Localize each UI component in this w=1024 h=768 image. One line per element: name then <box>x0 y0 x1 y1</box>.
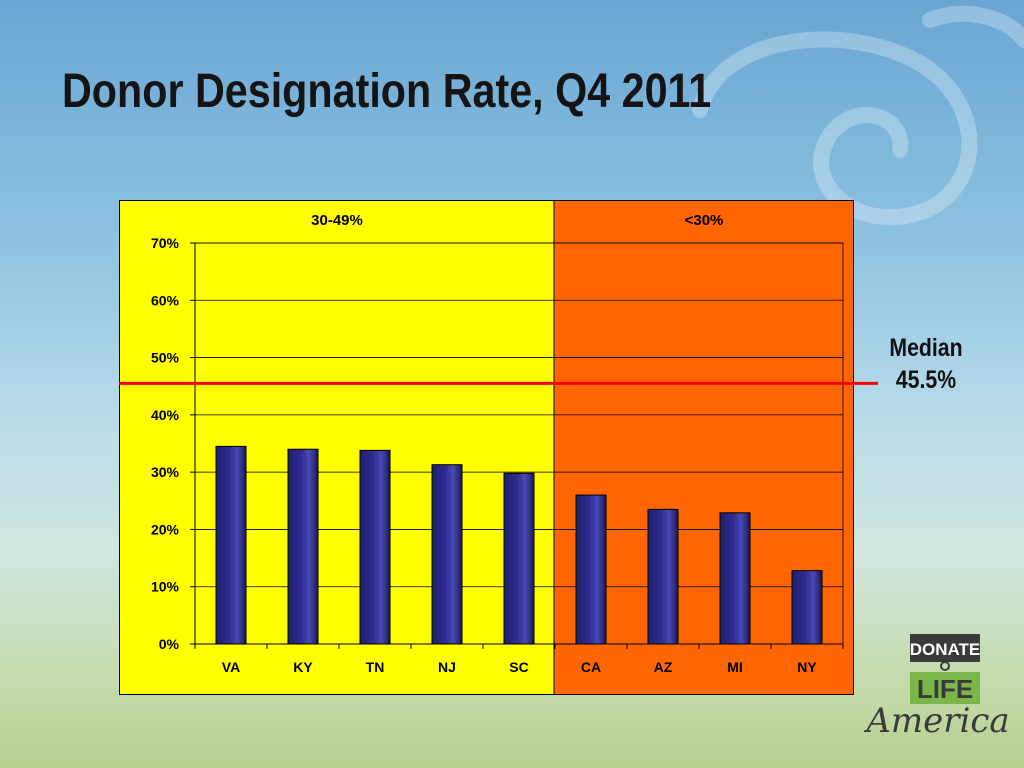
y-tick-label: 30% <box>151 464 180 480</box>
median-label-title: Median <box>889 334 963 362</box>
y-tick-label: 60% <box>151 292 180 308</box>
band-label-under-30: <30% <box>685 212 724 229</box>
median-label-value: 45.5% <box>895 366 957 394</box>
logo-donate-text: DONATE <box>910 640 981 659</box>
bar-ca <box>575 494 607 645</box>
x-tick-label-nj: NJ <box>438 659 456 675</box>
x-tick-label-ca: CA <box>581 659 601 675</box>
bar-nj <box>431 464 463 645</box>
bar-chart: 30-49% <30% 0% 10% 20% 30% 40% 50% 60% 70% VA KY… <box>119 200 854 695</box>
logo-america-text: America <box>863 701 1008 741</box>
logo-swirl-icon <box>940 661 950 671</box>
chart-border <box>119 200 854 695</box>
logo-life-text: LIFE <box>917 674 973 704</box>
x-tick-label-va: VA <box>222 659 240 675</box>
logo-life-box <box>910 672 980 704</box>
donate-life-america-logo: DONATE LIFE America <box>863 634 1008 741</box>
x-tick-label-tn: TN <box>366 659 385 675</box>
y-tick-label: 70% <box>151 235 180 251</box>
bar-tn <box>359 449 391 645</box>
bar-mi <box>719 512 751 645</box>
slide-title: Donor Designation Rate, Q4 2011 <box>62 65 712 118</box>
y-tick-label: 40% <box>151 407 180 423</box>
bar-ny <box>791 570 823 645</box>
bar-va <box>215 445 247 645</box>
band-label-30-49: 30-49% <box>311 212 363 229</box>
x-tick-label-sc: SC <box>509 659 528 675</box>
x-tick-label-ny: NY <box>797 659 817 675</box>
y-axis-ticks: 0% 10% 20% 30% 40% 50% 60% 70% <box>151 235 195 652</box>
logo-donate-box <box>910 634 980 662</box>
bar-ky <box>287 448 319 645</box>
bar-sc <box>503 472 535 645</box>
y-tick-label: 20% <box>151 521 180 537</box>
median-label: Median 45.5% <box>884 332 969 396</box>
y-tick-label: 0% <box>159 636 180 652</box>
x-axis-ticks: VA KY TN NJ SC CA AZ MI NY <box>194 644 844 675</box>
x-tick-label-mi: MI <box>727 659 743 675</box>
y-tick-label: 50% <box>151 350 180 366</box>
x-tick-label-ky: KY <box>293 659 313 675</box>
bar-az <box>647 508 679 645</box>
x-tick-label-az: AZ <box>654 659 673 675</box>
band-30-49 <box>119 200 554 695</box>
y-tick-label: 10% <box>151 579 180 595</box>
